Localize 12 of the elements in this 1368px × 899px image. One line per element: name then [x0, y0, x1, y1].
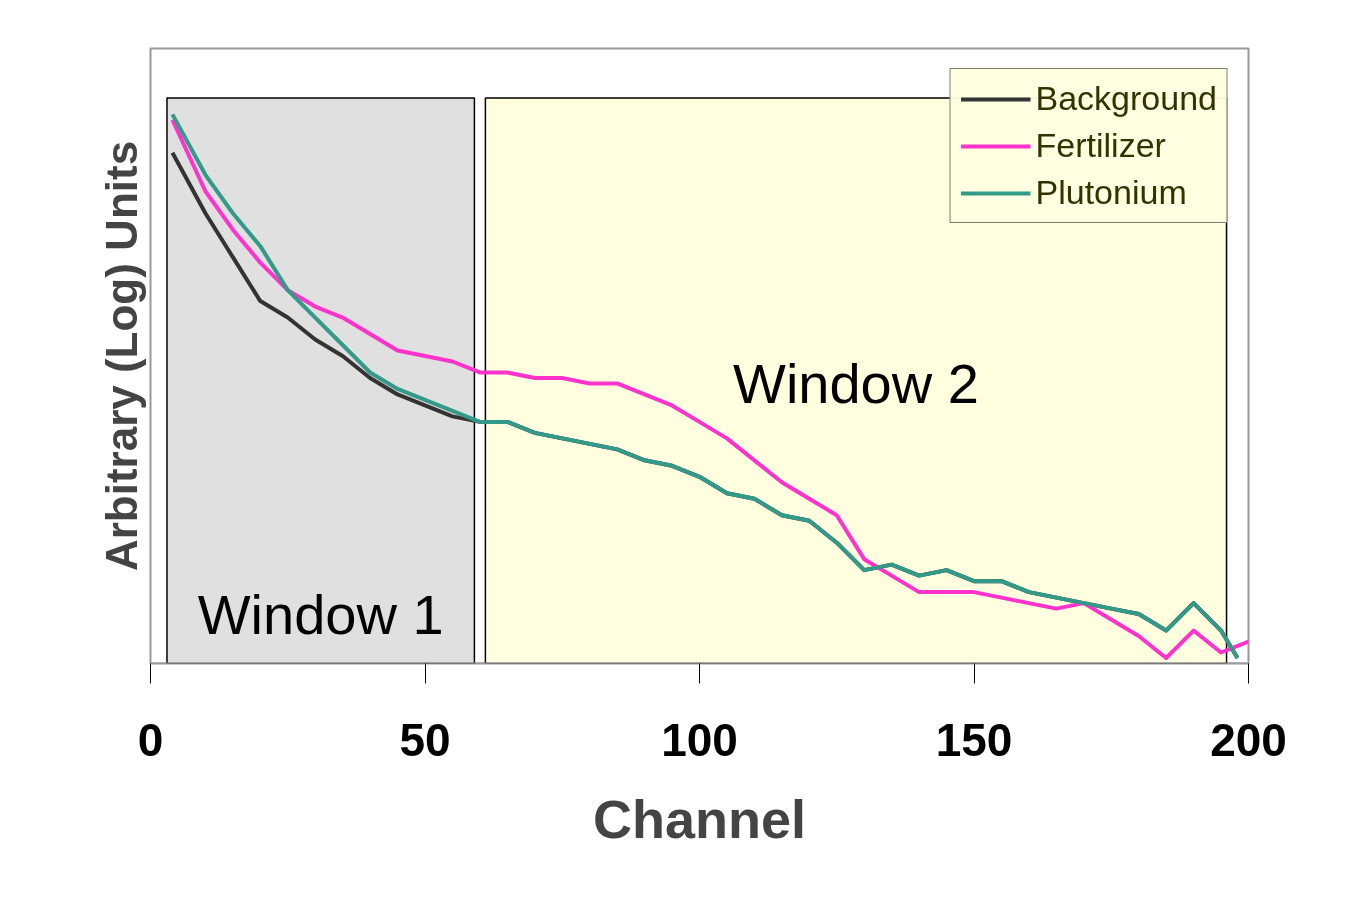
legend-label: Fertilizer [1035, 126, 1166, 165]
band-label: Window 2 [733, 351, 979, 415]
legend-label: Plutonium [1035, 173, 1187, 212]
x-tick-label: 100 [661, 713, 738, 766]
x-tick-label: 0 [137, 713, 164, 766]
legend-label: Background [1035, 79, 1217, 118]
x-tick-label: 200 [1210, 713, 1287, 766]
x-tick-label: 50 [399, 713, 451, 766]
y-axis-title: Arbitrary (Log) Units [96, 140, 146, 572]
x-axis-title: Channel [592, 788, 807, 849]
x-tick-label: 150 [935, 713, 1013, 766]
band-label: Window 1 [197, 582, 444, 646]
